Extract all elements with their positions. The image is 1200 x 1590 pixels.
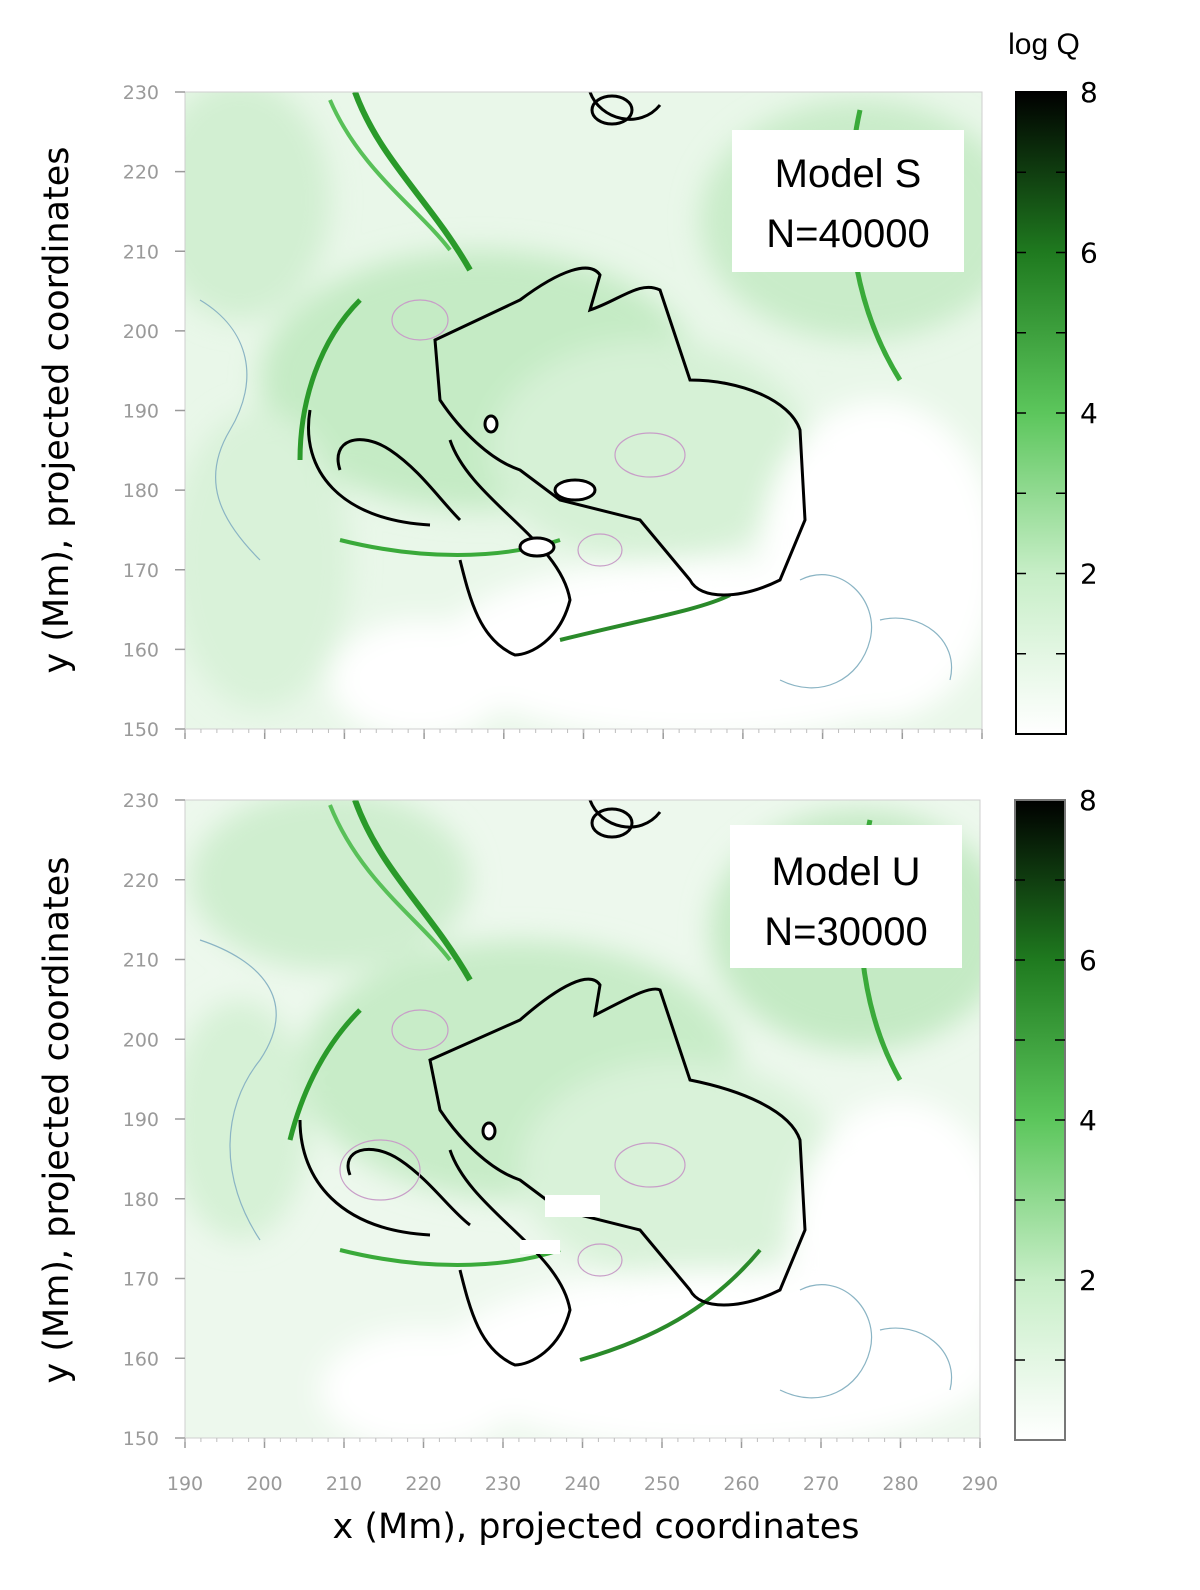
bottom-colorbar-tick-label: 6 [1079, 944, 1097, 977]
bottom-y-tick-label: 150 [123, 1428, 159, 1450]
top-y-tick-label: 150 [123, 719, 159, 741]
bottom-y-axis: 150 160 170 180 190 200 210 220 230 [123, 790, 185, 1450]
bottom-x-tick-label: 230 [485, 1473, 521, 1495]
bottom-x-tick-label: 240 [564, 1473, 600, 1495]
bottom-model-label-box: Model U N=30000 [730, 825, 962, 968]
top-x-axis [184, 729, 983, 739]
bottom-y-tick-label: 210 [123, 950, 159, 972]
top-panel: 150 160 170 180 190 200 210 220 230 Model S N=40… [37, 28, 1098, 741]
bottom-y-tick-label: 170 [123, 1269, 159, 1291]
top-y-tick-label: 180 [123, 480, 159, 502]
bottom-y-tick-label: 230 [123, 790, 159, 812]
bottom-model-label: Model U [772, 850, 921, 894]
bottom-y-tick-label: 180 [123, 1189, 159, 1211]
top-y-tick-label: 160 [123, 639, 159, 661]
bottom-x-tick-label: 270 [803, 1473, 839, 1495]
top-colorbar-tick-label: 2 [1080, 558, 1098, 591]
top-y-tick-label: 190 [123, 401, 159, 423]
top-colorbar-tick-label: 8 [1080, 76, 1098, 109]
bottom-colorbar-tick-label: 8 [1079, 784, 1097, 817]
top-model-label-box: Model S N=40000 [732, 130, 964, 272]
bottom-x-tick-label: 210 [326, 1473, 362, 1495]
top-y-tick-label: 200 [123, 321, 159, 343]
x-axis-label: x (Mm), projected coordinates [333, 1507, 860, 1547]
top-y-tick-label: 170 [123, 560, 159, 582]
bottom-x-tick-label: 290 [962, 1473, 998, 1495]
bottom-panel: 150 160 170 180 190 200 210 220 230 190 200 210 220… [37, 784, 1097, 1547]
top-y-axis-label: y (Mm), projected coordinates [37, 147, 77, 674]
top-colorbar-tick-label: 6 [1080, 237, 1098, 270]
top-n-label: N=40000 [766, 212, 929, 256]
bottom-y-tick-label: 190 [123, 1109, 159, 1131]
bottom-x-tick-label: 280 [882, 1473, 918, 1495]
bottom-x-tick-label: 200 [246, 1473, 282, 1495]
bottom-x-tick-label: 250 [644, 1473, 680, 1495]
bottom-x-tick-label: 190 [167, 1473, 203, 1495]
bottom-y-axis-label: y (Mm), projected coordinates [37, 857, 77, 1384]
top-colorbar-tick-label: 4 [1080, 397, 1098, 430]
bottom-n-label: N=30000 [764, 910, 927, 954]
top-y-tick-label: 210 [123, 241, 159, 263]
bottom-y-tick-label: 200 [123, 1029, 159, 1051]
bottom-y-tick-label: 220 [123, 870, 159, 892]
top-y-tick-label: 220 [123, 162, 159, 184]
top-y-tick-label: 230 [123, 82, 159, 104]
top-colorbar: 2 4 6 8 log Q [1008, 28, 1098, 735]
bottom-x-tick-label: 220 [405, 1473, 441, 1495]
bottom-x-axis: 190 200 210 220 230 240 250 260 270 280 290 [167, 1438, 998, 1495]
top-colorbar-title: log Q [1008, 28, 1080, 61]
top-model-label: Model S [775, 152, 922, 196]
bottom-y-tick-label: 160 [123, 1348, 159, 1370]
top-y-axis: 150 160 170 180 190 200 210 220 230 [123, 82, 185, 741]
bottom-colorbar: 2 4 6 8 [1014, 784, 1097, 1441]
bottom-colorbar-tick-label: 2 [1079, 1264, 1097, 1297]
bottom-x-tick-label: 260 [723, 1473, 759, 1495]
bottom-colorbar-tick-label: 4 [1079, 1104, 1097, 1137]
